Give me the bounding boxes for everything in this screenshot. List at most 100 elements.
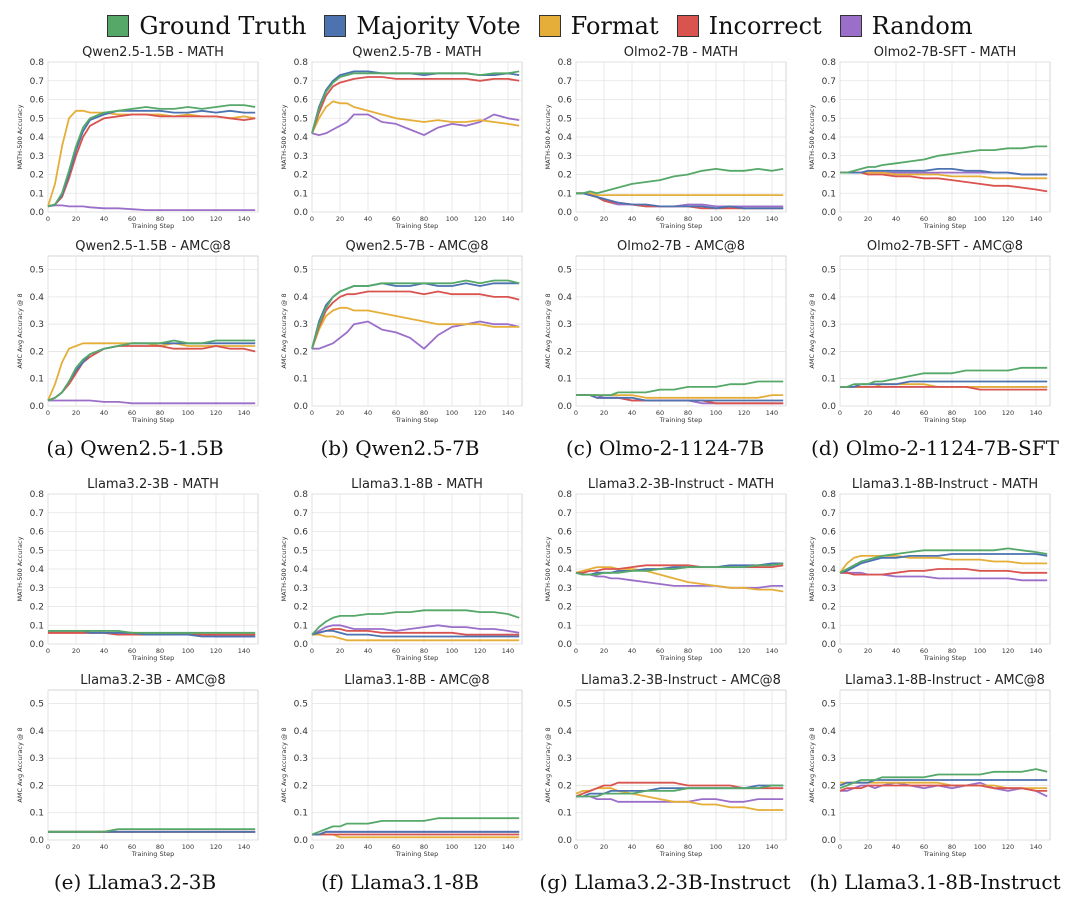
x-tick-label: 120 xyxy=(474,843,486,851)
y-tick-label: 0.5 xyxy=(30,266,44,276)
x-tick-label: 40 xyxy=(364,843,372,851)
y-tick-label: 0.8 xyxy=(30,58,45,68)
y-tick-label: 0.8 xyxy=(30,490,45,500)
y-tick-label: 0.1 xyxy=(30,189,44,199)
y-tick-label: 0.0 xyxy=(822,640,837,650)
x-tick-label: 100 xyxy=(182,647,194,655)
x-tick-label: 80 xyxy=(156,215,164,223)
chart-title: Llama3.2-3B - MATH xyxy=(87,477,219,492)
y-tick-label: 0.4 xyxy=(294,133,309,143)
y-tick-label: 0.5 xyxy=(294,546,308,556)
x-tick-label: 140 xyxy=(502,409,514,417)
y-tick-label: 0.3 xyxy=(822,754,836,764)
series-line-format xyxy=(575,566,784,593)
x-tick-label: 0 xyxy=(838,647,842,655)
y-tick-label: 0.3 xyxy=(294,754,308,764)
x-tick-label: 40 xyxy=(100,647,108,655)
y-axis-label: AMC Avg Accuracy @ 8 xyxy=(16,727,24,802)
y-axis-label: MATH-500 Accuracy xyxy=(16,104,24,169)
x-tick-label: 20 xyxy=(72,843,80,851)
x-tick-label: 60 xyxy=(128,647,136,655)
y-tick-label: 0.3 xyxy=(30,152,44,162)
series-line-random xyxy=(840,781,1048,798)
y-tick-label: 0.5 xyxy=(558,114,572,124)
x-tick-label: 120 xyxy=(738,215,750,223)
series-line-format xyxy=(576,192,784,197)
y-tick-label: 0.3 xyxy=(558,584,572,594)
series-line-random xyxy=(576,795,784,803)
y-tick-label: 0.0 xyxy=(294,640,309,650)
x-tick-label: 140 xyxy=(766,409,778,417)
x-tick-label: 100 xyxy=(710,215,722,223)
series-line-ground-truth xyxy=(839,768,1048,790)
y-tick-label: 0.1 xyxy=(558,809,572,819)
y-tick-label: 0.7 xyxy=(822,509,836,519)
series-line-incorrect xyxy=(840,385,1048,391)
plot-area xyxy=(47,689,259,841)
chart-title: Llama3.2-3B-Instruct - AMC@8 xyxy=(581,673,781,688)
x-tick-label: 120 xyxy=(474,647,486,655)
legend-label: Incorrect xyxy=(708,12,822,40)
y-axis-label: MATH-500 Accuracy xyxy=(808,536,816,601)
chart-svg: Llama3.2-3B - AMC@8 0.0 0.1 0.2 0.3 0.4 0.5 0 20… xyxy=(16,673,259,858)
x-tick-label: 0 xyxy=(46,409,50,417)
y-tick-label: 0.0 xyxy=(558,402,573,412)
y-tick-label: 0.3 xyxy=(822,320,836,330)
x-tick-label: 120 xyxy=(1002,409,1014,417)
y-tick-label: 0.5 xyxy=(822,114,836,124)
series-line-format xyxy=(312,633,520,642)
y-tick-label: 0.7 xyxy=(294,509,308,519)
y-axis-label: AMC Avg Accuracy @ 8 xyxy=(544,727,552,802)
chart-panel: Olmo2-7B - AMC@8 0.0 0.1 0.2 0.3 0.4 0.5 0 20 40 6… xyxy=(536,238,796,448)
y-tick-label: 0.0 xyxy=(294,402,309,412)
x-axis-label: Training Step xyxy=(659,222,703,230)
y-tick-label: 0.8 xyxy=(558,490,573,500)
x-tick-label: 0 xyxy=(310,215,314,223)
y-tick-label: 0.0 xyxy=(822,208,837,218)
chart-title: Olmo2-7B-SFT - AMC@8 xyxy=(867,239,1023,254)
y-tick-label: 0.6 xyxy=(294,528,309,538)
x-axis-label: Training Step xyxy=(923,416,967,424)
y-tick-label: 0.1 xyxy=(30,375,44,385)
series-line-ground-truth xyxy=(48,629,256,634)
y-axis-label: AMC Avg Accuracy @ 8 xyxy=(808,293,816,368)
x-tick-label: 0 xyxy=(310,409,314,417)
series-line-incorrect xyxy=(311,76,520,134)
x-tick-label: 20 xyxy=(336,843,344,851)
x-tick-label: 20 xyxy=(336,409,344,417)
series-line-majority-vote xyxy=(311,629,520,638)
legend-item: Ground Truth xyxy=(107,12,306,40)
chart-svg: Llama3.1-8B - MATH 0.0 0.1 0.2 0.3 0.4 0.5 0.6 0… xyxy=(280,477,523,662)
y-tick-label: 0.8 xyxy=(558,58,573,68)
y-tick-label: 0.3 xyxy=(294,584,308,594)
x-tick-label: 0 xyxy=(310,647,314,655)
legend-swatch xyxy=(107,15,130,37)
y-tick-label: 0.4 xyxy=(822,565,837,575)
x-tick-label: 40 xyxy=(628,647,636,655)
x-tick-label: 140 xyxy=(1030,215,1042,223)
x-tick-label: 60 xyxy=(656,843,664,851)
figure-caption: (g) Llama3.2-3B-Instruct xyxy=(539,870,791,894)
chart-panel: Llama3.1-8B - MATH 0.0 0.1 0.2 0.3 0.4 0.5 0.6 0… xyxy=(272,476,532,686)
y-axis-label: MATH-500 Accuracy xyxy=(280,536,288,601)
x-tick-label: 140 xyxy=(1030,843,1042,851)
legend-swatch xyxy=(324,15,347,37)
x-tick-label: 40 xyxy=(364,647,372,655)
x-tick-label: 120 xyxy=(1002,647,1014,655)
y-axis-label: AMC Avg Accuracy @ 8 xyxy=(280,293,288,368)
y-tick-label: 0.2 xyxy=(294,347,308,357)
series-line-majority-vote xyxy=(47,109,256,208)
series-line-random xyxy=(840,571,1048,582)
x-tick-label: 100 xyxy=(710,843,722,851)
legend-item: Majority Vote xyxy=(324,12,521,40)
x-tick-label: 40 xyxy=(892,409,900,417)
chart-svg: Qwen2.5-7B - MATH 0.0 0.1 0.2 0.3 0.4 0.5 0.6 0.… xyxy=(280,45,523,230)
y-tick-label: 0.5 xyxy=(294,114,308,124)
x-tick-label: 140 xyxy=(1030,409,1042,417)
y-tick-label: 0.8 xyxy=(822,490,837,500)
y-tick-label: 0.1 xyxy=(558,621,572,631)
series-line-majority-vote xyxy=(840,168,1048,176)
chart-svg: Llama3.1-8B-Instruct - AMC@8 0.0 0.1 0.2 0.3… xyxy=(808,673,1051,858)
x-tick-label: 80 xyxy=(684,409,692,417)
x-axis-label: Training Step xyxy=(395,222,439,230)
